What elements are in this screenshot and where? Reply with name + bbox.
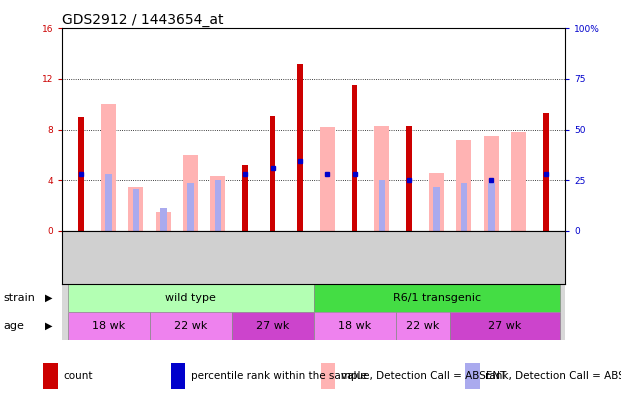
Bar <box>320 127 335 231</box>
Text: rank, Detection Call = ABSENT: rank, Detection Call = ABSENT <box>485 371 621 381</box>
Bar <box>297 64 303 231</box>
Bar <box>211 177 225 231</box>
Bar <box>78 117 84 231</box>
Bar <box>242 165 248 231</box>
Bar <box>461 183 468 231</box>
Bar <box>374 126 389 231</box>
Text: ▶: ▶ <box>45 293 52 303</box>
Text: age: age <box>3 321 24 331</box>
Bar <box>484 136 499 231</box>
Bar <box>68 312 150 340</box>
Bar <box>232 312 314 340</box>
Text: 22 wk: 22 wk <box>406 321 440 331</box>
Text: 22 wk: 22 wk <box>174 321 207 331</box>
Text: wild type: wild type <box>165 293 216 303</box>
Bar <box>465 363 479 389</box>
Bar <box>429 173 444 231</box>
Bar <box>511 132 526 231</box>
Bar <box>187 183 194 231</box>
Bar <box>156 212 171 231</box>
Bar <box>101 104 116 231</box>
Text: strain: strain <box>3 293 35 303</box>
Bar <box>68 284 314 312</box>
Bar <box>488 183 495 231</box>
Bar <box>105 174 112 231</box>
Text: 27 wk: 27 wk <box>256 321 289 331</box>
Bar <box>351 85 358 231</box>
Bar <box>433 187 440 231</box>
Bar <box>270 116 276 231</box>
Bar <box>129 187 143 231</box>
Bar <box>456 140 471 231</box>
Bar <box>132 189 139 231</box>
Bar <box>314 284 560 312</box>
Bar <box>450 312 560 340</box>
Text: R6/1 transgenic: R6/1 transgenic <box>392 293 481 303</box>
Text: count: count <box>64 371 93 381</box>
Text: 18 wk: 18 wk <box>338 321 371 331</box>
Bar <box>314 312 396 340</box>
Text: percentile rank within the sample: percentile rank within the sample <box>191 371 366 381</box>
Bar <box>543 113 549 231</box>
Bar <box>183 155 198 231</box>
Bar <box>150 312 232 340</box>
Bar <box>214 180 221 231</box>
Text: 18 wk: 18 wk <box>92 321 125 331</box>
Bar <box>379 180 386 231</box>
Text: ▶: ▶ <box>45 321 52 331</box>
Bar <box>160 208 166 231</box>
Bar <box>320 363 335 389</box>
Bar <box>396 312 450 340</box>
Text: GDS2912 / 1443654_at: GDS2912 / 1443654_at <box>62 13 224 27</box>
Text: value, Detection Call = ABSENT: value, Detection Call = ABSENT <box>341 371 506 381</box>
Bar <box>406 126 412 231</box>
Bar <box>171 363 185 389</box>
Text: 27 wk: 27 wk <box>488 321 522 331</box>
Bar <box>43 363 58 389</box>
